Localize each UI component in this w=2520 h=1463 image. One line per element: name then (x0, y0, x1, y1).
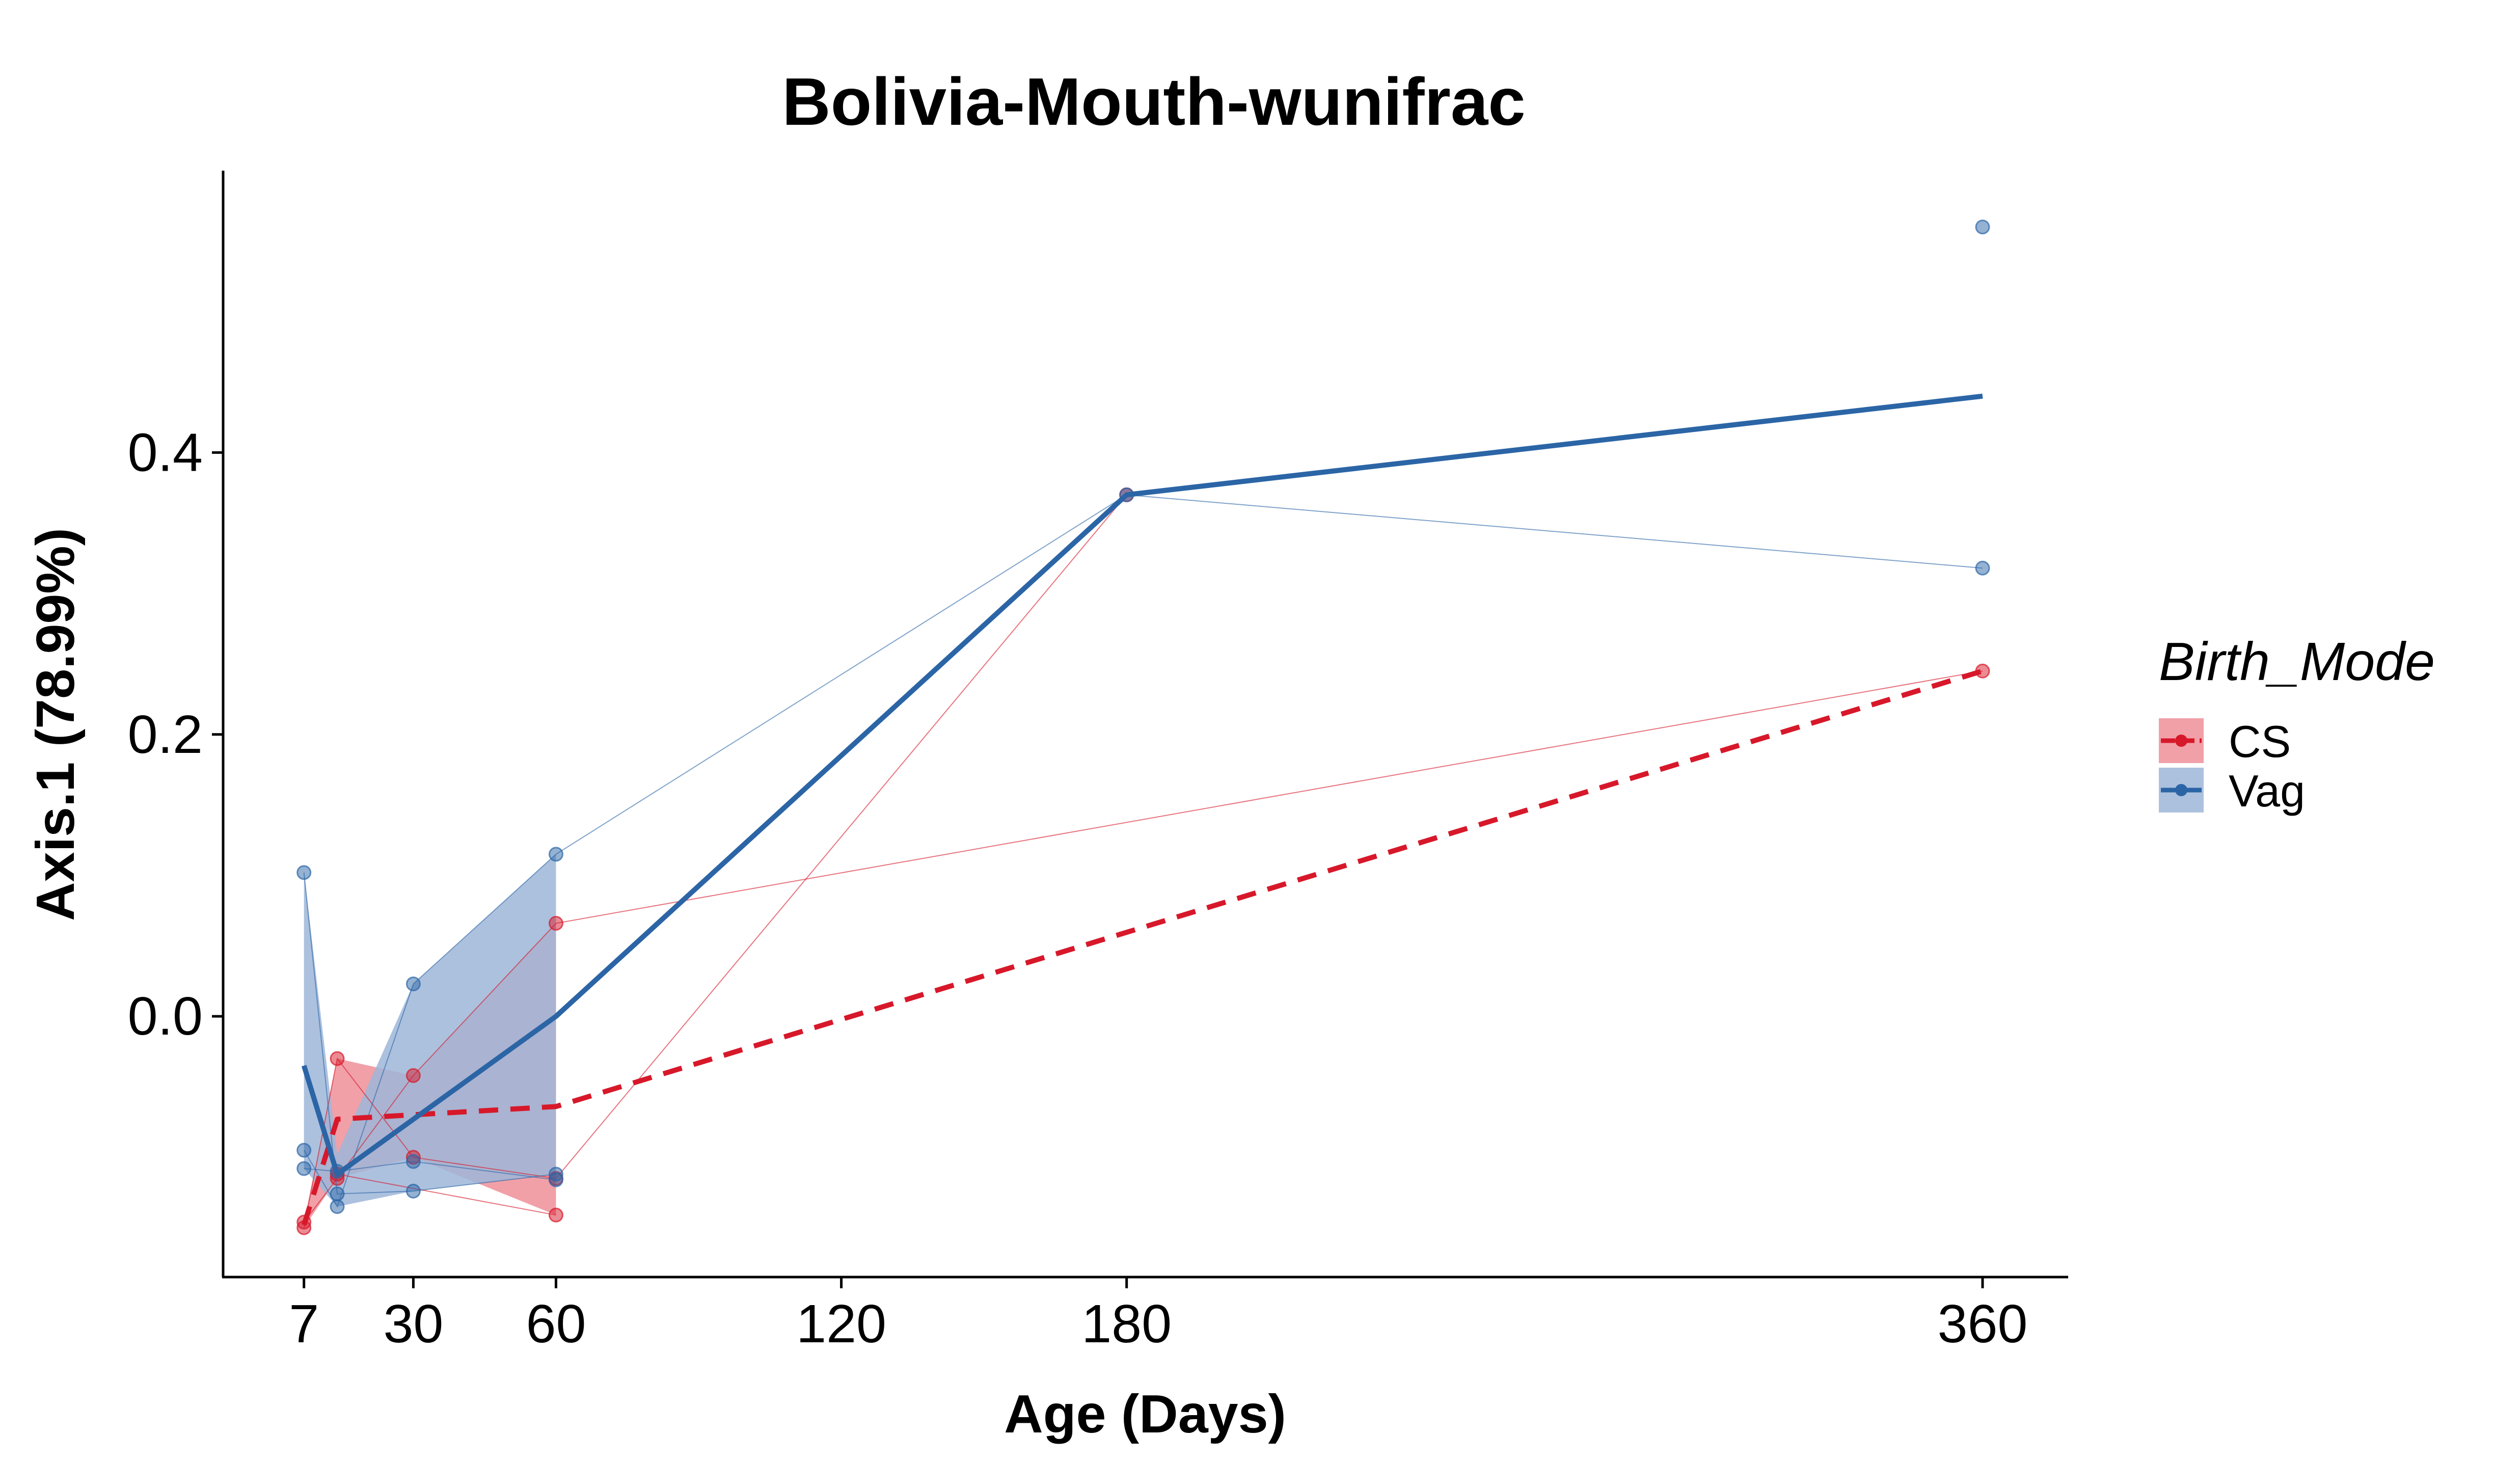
data-point-vag-1-5 (1975, 560, 1990, 576)
data-point-vag-2-2 (405, 1154, 421, 1169)
x-tick-label: 30 (383, 1294, 443, 1354)
x-tick-label: 180 (1081, 1294, 1172, 1354)
data-point-cs-1-2 (405, 1068, 421, 1083)
y-tick-label: 0.0 (128, 986, 203, 1046)
subject-line-vag-0 (303, 872, 556, 1195)
legend-marker-vag (2175, 784, 2187, 796)
data-point-vag-3-0 (1975, 220, 1990, 235)
subject-line-cs-2 (337, 1174, 556, 1216)
subject-line-vag-2 (304, 1161, 556, 1181)
data-point-vag-1-2 (405, 976, 421, 991)
x-tick-label: 360 (1938, 1294, 2028, 1354)
data-point-cs-1-3 (548, 916, 563, 931)
chart-title: Bolivia-Mouth-wunifrac (782, 64, 1525, 139)
x-tick-label: 7 (289, 1294, 319, 1354)
legend-title: Birth_Mode (2159, 632, 2435, 692)
y-axis-ticks: 0.0 0.2 0.4 (128, 422, 223, 1046)
legend-item-cs: CS (2159, 716, 2291, 767)
mean-line-cs (301, 668, 1984, 1226)
data-point-vag-1-0 (296, 1143, 312, 1158)
data-point-vag-2-3 (548, 1172, 563, 1187)
legend-label-cs: CS (2229, 716, 2291, 767)
data-point-vag-1-1 (330, 1199, 345, 1214)
legend-marker-cs (2175, 735, 2187, 747)
data-point-cs-2-1 (548, 1207, 563, 1223)
y-tick-label: 0.2 (128, 705, 203, 765)
mean-line-vag (301, 393, 1983, 1177)
ribbon-vag (304, 854, 556, 1207)
x-axis-title: Age (Days) (1004, 1384, 1286, 1444)
data-point-vag-0-0 (296, 865, 312, 880)
legend-label-vag: Vag (2229, 766, 2305, 816)
plot-area (296, 220, 1990, 1235)
x-tick-label: 120 (796, 1294, 886, 1354)
legend-item-vag: Vag (2159, 766, 2305, 816)
x-axis-ticks: 7 30 60 120 180 360 (289, 1277, 2027, 1354)
y-axis-title: Axis.1 (78.99%) (25, 528, 86, 921)
x-tick-label: 60 (526, 1294, 586, 1354)
data-point-cs-0-1 (330, 1051, 345, 1066)
y-tick-label: 0.4 (128, 422, 203, 482)
data-point-vag-2-0 (296, 1161, 312, 1176)
subject-line-vag-1 (303, 494, 1983, 1208)
data-point-vag-0-2 (405, 1183, 421, 1199)
data-point-vag-1-3 (548, 847, 563, 862)
